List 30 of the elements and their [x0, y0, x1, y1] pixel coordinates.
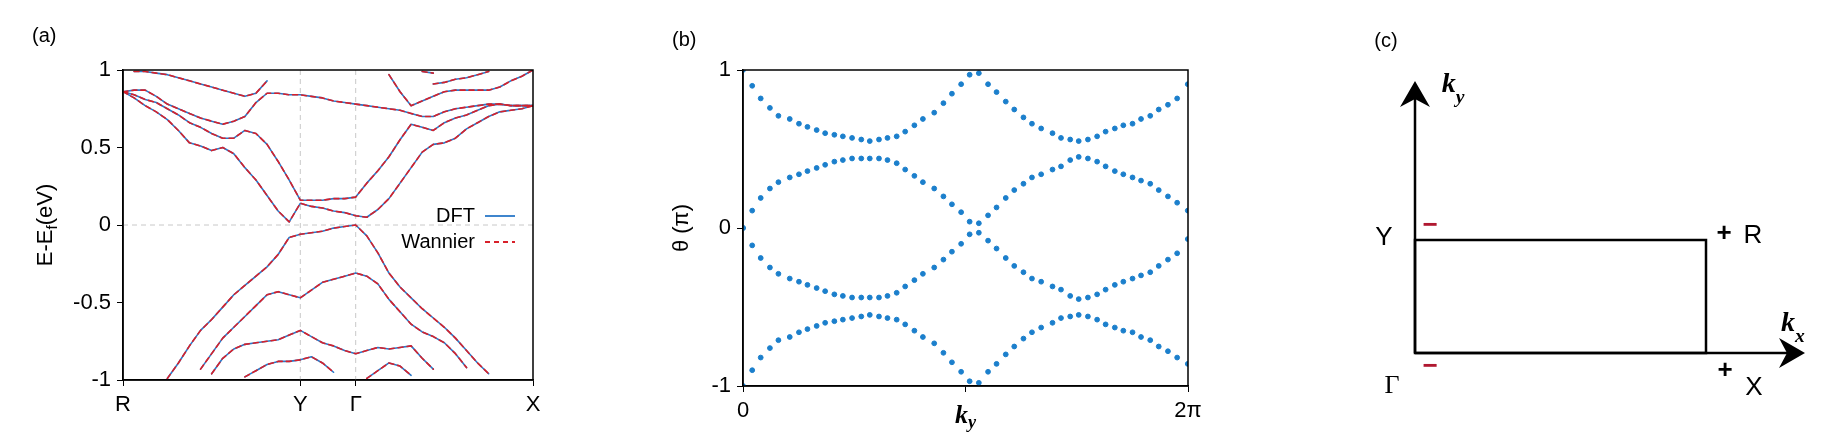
chart-title: (a) [32, 23, 57, 46]
x-tick-label: Γ [349, 391, 362, 417]
text: (c) [1374, 29, 1398, 51]
y-tick-label: 1 [718, 56, 731, 82]
x-tick-label: R [115, 391, 131, 417]
text: R [1743, 219, 1763, 249]
y-tick-label: 0.5 [80, 133, 111, 159]
x-tick-label: 0 [736, 397, 750, 423]
legend-label: Wannier [401, 229, 476, 252]
y-tick-label: 0 [98, 211, 111, 237]
y-tick-label: 0 [718, 214, 731, 240]
y-tick-label: -0.5 [73, 288, 111, 314]
text: Γ [1384, 370, 1400, 399]
y-axis-title: E-Ef(eV) [32, 183, 60, 267]
y-axis-title: θ (π) [668, 203, 694, 253]
text: + [1717, 354, 1733, 384]
y-tick-label: -1 [711, 372, 731, 398]
x-tick-label: 2π [1174, 397, 1202, 423]
x-tick-label: X [525, 391, 541, 417]
text: − [1422, 209, 1438, 239]
y-tick-label: -1 [91, 366, 111, 392]
text: k$_{y}$ [1441, 67, 1465, 107]
x-tick-label: Y [292, 391, 308, 417]
y-tick-label: 1 [98, 56, 111, 82]
text: Y [1375, 221, 1393, 251]
text: k$_{x}$ [1781, 306, 1806, 346]
text: + [1716, 217, 1732, 247]
chart-title: (b) [672, 27, 697, 50]
legend-label: DFT [436, 203, 476, 226]
text: − [1422, 350, 1438, 380]
